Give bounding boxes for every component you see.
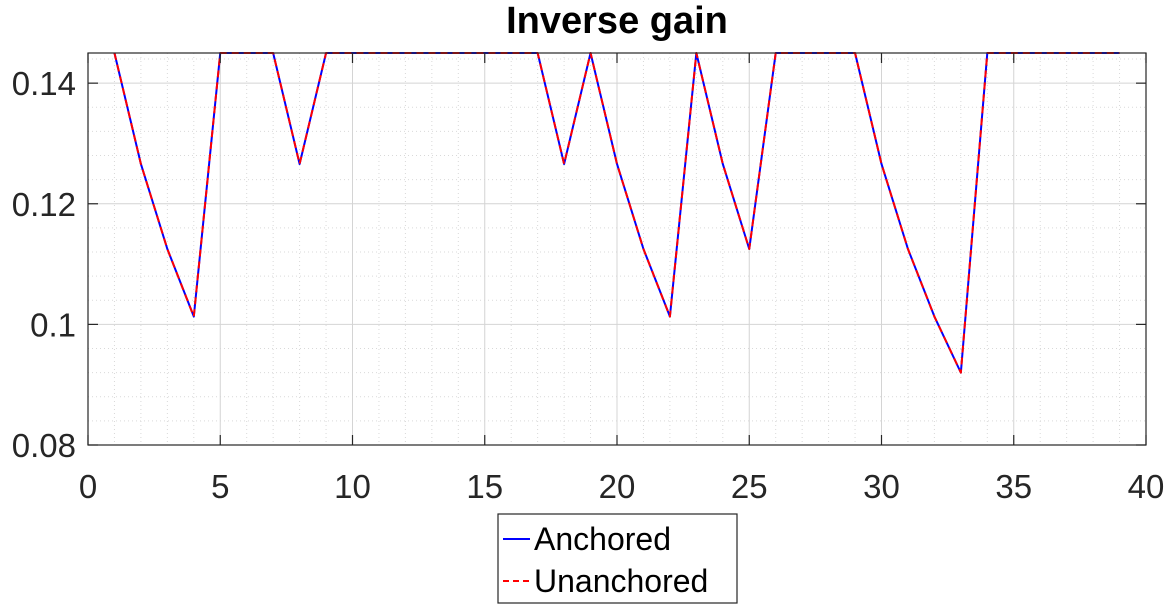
y-tick-label: 0.14 — [12, 65, 76, 102]
x-tick-label: 0 — [79, 468, 97, 505]
chart-title: Inverse gain — [506, 0, 728, 42]
y-tick-label: 0.08 — [12, 427, 76, 464]
y-tick-label: 0.1 — [30, 306, 76, 343]
x-tick-label: 40 — [1128, 468, 1165, 505]
x-tick-label: 5 — [211, 468, 229, 505]
ticks — [87, 53, 1147, 446]
x-tick-label: 25 — [731, 468, 768, 505]
legend-box — [497, 513, 738, 604]
y-tick-labels: 0.08 0.1 0.12 0.14 — [12, 65, 76, 464]
y-tick-label: 0.12 — [12, 186, 76, 223]
x-tick-label: 30 — [863, 468, 900, 505]
x-tick-label: 10 — [334, 468, 371, 505]
x-tick-label: 20 — [599, 468, 636, 505]
series-layer — [113, 52, 1120, 374]
legend-label-unanchored: Unanchored — [534, 563, 708, 599]
series-line-anchored — [113, 52, 1120, 374]
legend: Anchored Unanchored — [497, 513, 738, 604]
x-tick-label: 35 — [995, 468, 1032, 505]
x-tick-labels: 0 5 10 15 20 25 30 35 40 — [79, 468, 1165, 505]
x-tick-label: 15 — [466, 468, 503, 505]
legend-label-anchored: Anchored — [534, 521, 671, 557]
